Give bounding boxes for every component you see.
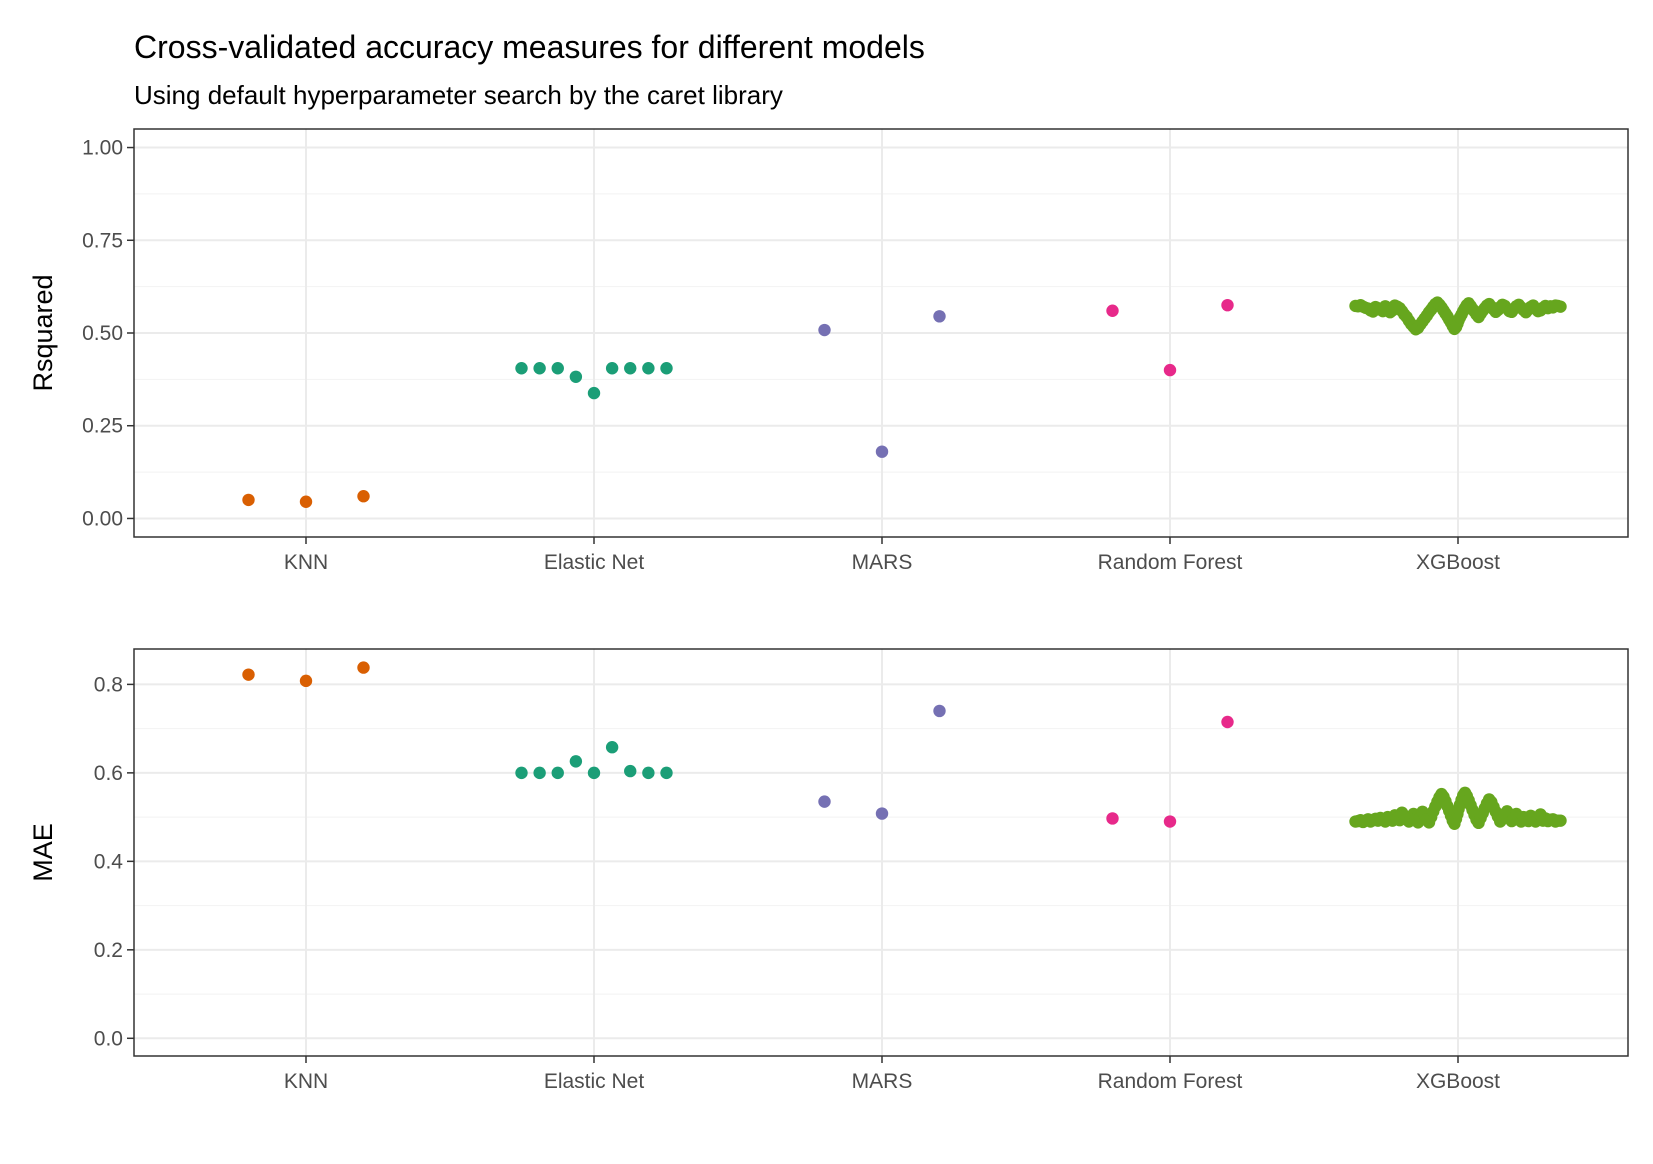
y-tick-label: 0.25 (82, 415, 123, 438)
point-random-forest (1163, 815, 1177, 828)
y-tick-label: 1.00 (82, 137, 123, 160)
point-random-forest (1221, 298, 1234, 312)
panel-rsquared: 0.00 0.25 0.50 0.75 1.00 KNN Elastic Net MARS Ra… (28, 128, 1629, 574)
x-tick-label: KNN (284, 551, 328, 574)
y-tick-label: 0.6 (94, 762, 123, 785)
point-xgboost (1554, 300, 1567, 313)
point-elastic-net (533, 766, 546, 780)
y-axis-title: MAE (28, 823, 58, 882)
point-elastic-net (551, 362, 564, 375)
point-random-forest (1106, 304, 1119, 317)
point-mars (875, 807, 889, 820)
panels-layer: 0.00 0.25 0.50 0.75 1.00 KNN Elastic Net MARS Ra… (28, 128, 1629, 1093)
point-mars (875, 445, 889, 458)
point-xgboost (1554, 814, 1567, 827)
x-tick-label: MARS (852, 1070, 913, 1093)
point-elastic-net (660, 362, 673, 375)
point-elastic-net (642, 766, 655, 780)
point-mars (818, 795, 831, 808)
chart-title: Cross-validated accuracy measures for di… (134, 29, 925, 65)
y-tick-label: 0.8 (94, 673, 123, 696)
point-elastic-net (551, 766, 564, 780)
x-tick-label: KNN (284, 1070, 328, 1093)
point-elastic-net (533, 362, 546, 375)
point-elastic-net (605, 362, 619, 375)
y-tick-label: 0.75 (82, 229, 123, 252)
point-knn (242, 493, 255, 507)
x-tick-label: Elastic Net (544, 1070, 645, 1093)
point-random-forest (1163, 363, 1177, 377)
y-tick-label: 0.4 (94, 850, 124, 873)
y-tick-label: 0.2 (94, 939, 123, 962)
x-tick-label: Random Forest (1098, 551, 1243, 574)
panel-mae: 0.0 0.2 0.4 0.6 0.8 KNN Elastic Net MARS Random … (28, 648, 1629, 1093)
point-mars (818, 323, 831, 337)
x-tick-label: XGBoost (1416, 551, 1500, 574)
point-mars (933, 310, 946, 323)
point-elastic-net (569, 370, 583, 383)
point-elastic-net (515, 362, 528, 375)
x-tick-label: Elastic Net (544, 551, 645, 574)
point-mars (933, 704, 946, 718)
point-knn (242, 668, 255, 681)
x-tick-label: Random Forest (1098, 1070, 1243, 1093)
point-random-forest (1106, 812, 1119, 825)
y-axis-title: Rsquared (28, 274, 58, 391)
x-tick-label: MARS (852, 551, 913, 574)
point-elastic-net (660, 766, 673, 780)
point-elastic-net (587, 386, 601, 400)
y-tick-label: 0.0 (94, 1027, 123, 1050)
chart-subtitle: Using default hyperparameter search by t… (134, 80, 783, 110)
point-knn (299, 674, 313, 688)
point-elastic-net (642, 362, 655, 375)
point-knn (357, 661, 370, 674)
point-elastic-net (624, 764, 637, 778)
panel-border (133, 648, 1629, 1057)
point-knn (357, 490, 370, 503)
point-elastic-net (624, 362, 637, 375)
point-random-forest (1221, 715, 1234, 729)
point-elastic-net (587, 766, 601, 780)
point-elastic-net (605, 741, 619, 754)
point-elastic-net (515, 766, 528, 780)
y-tick-label: 0.00 (82, 507, 123, 530)
point-elastic-net (569, 755, 583, 768)
point-knn (299, 495, 313, 508)
x-tick-label: XGBoost (1416, 1070, 1500, 1093)
y-tick-label: 0.50 (82, 322, 123, 345)
